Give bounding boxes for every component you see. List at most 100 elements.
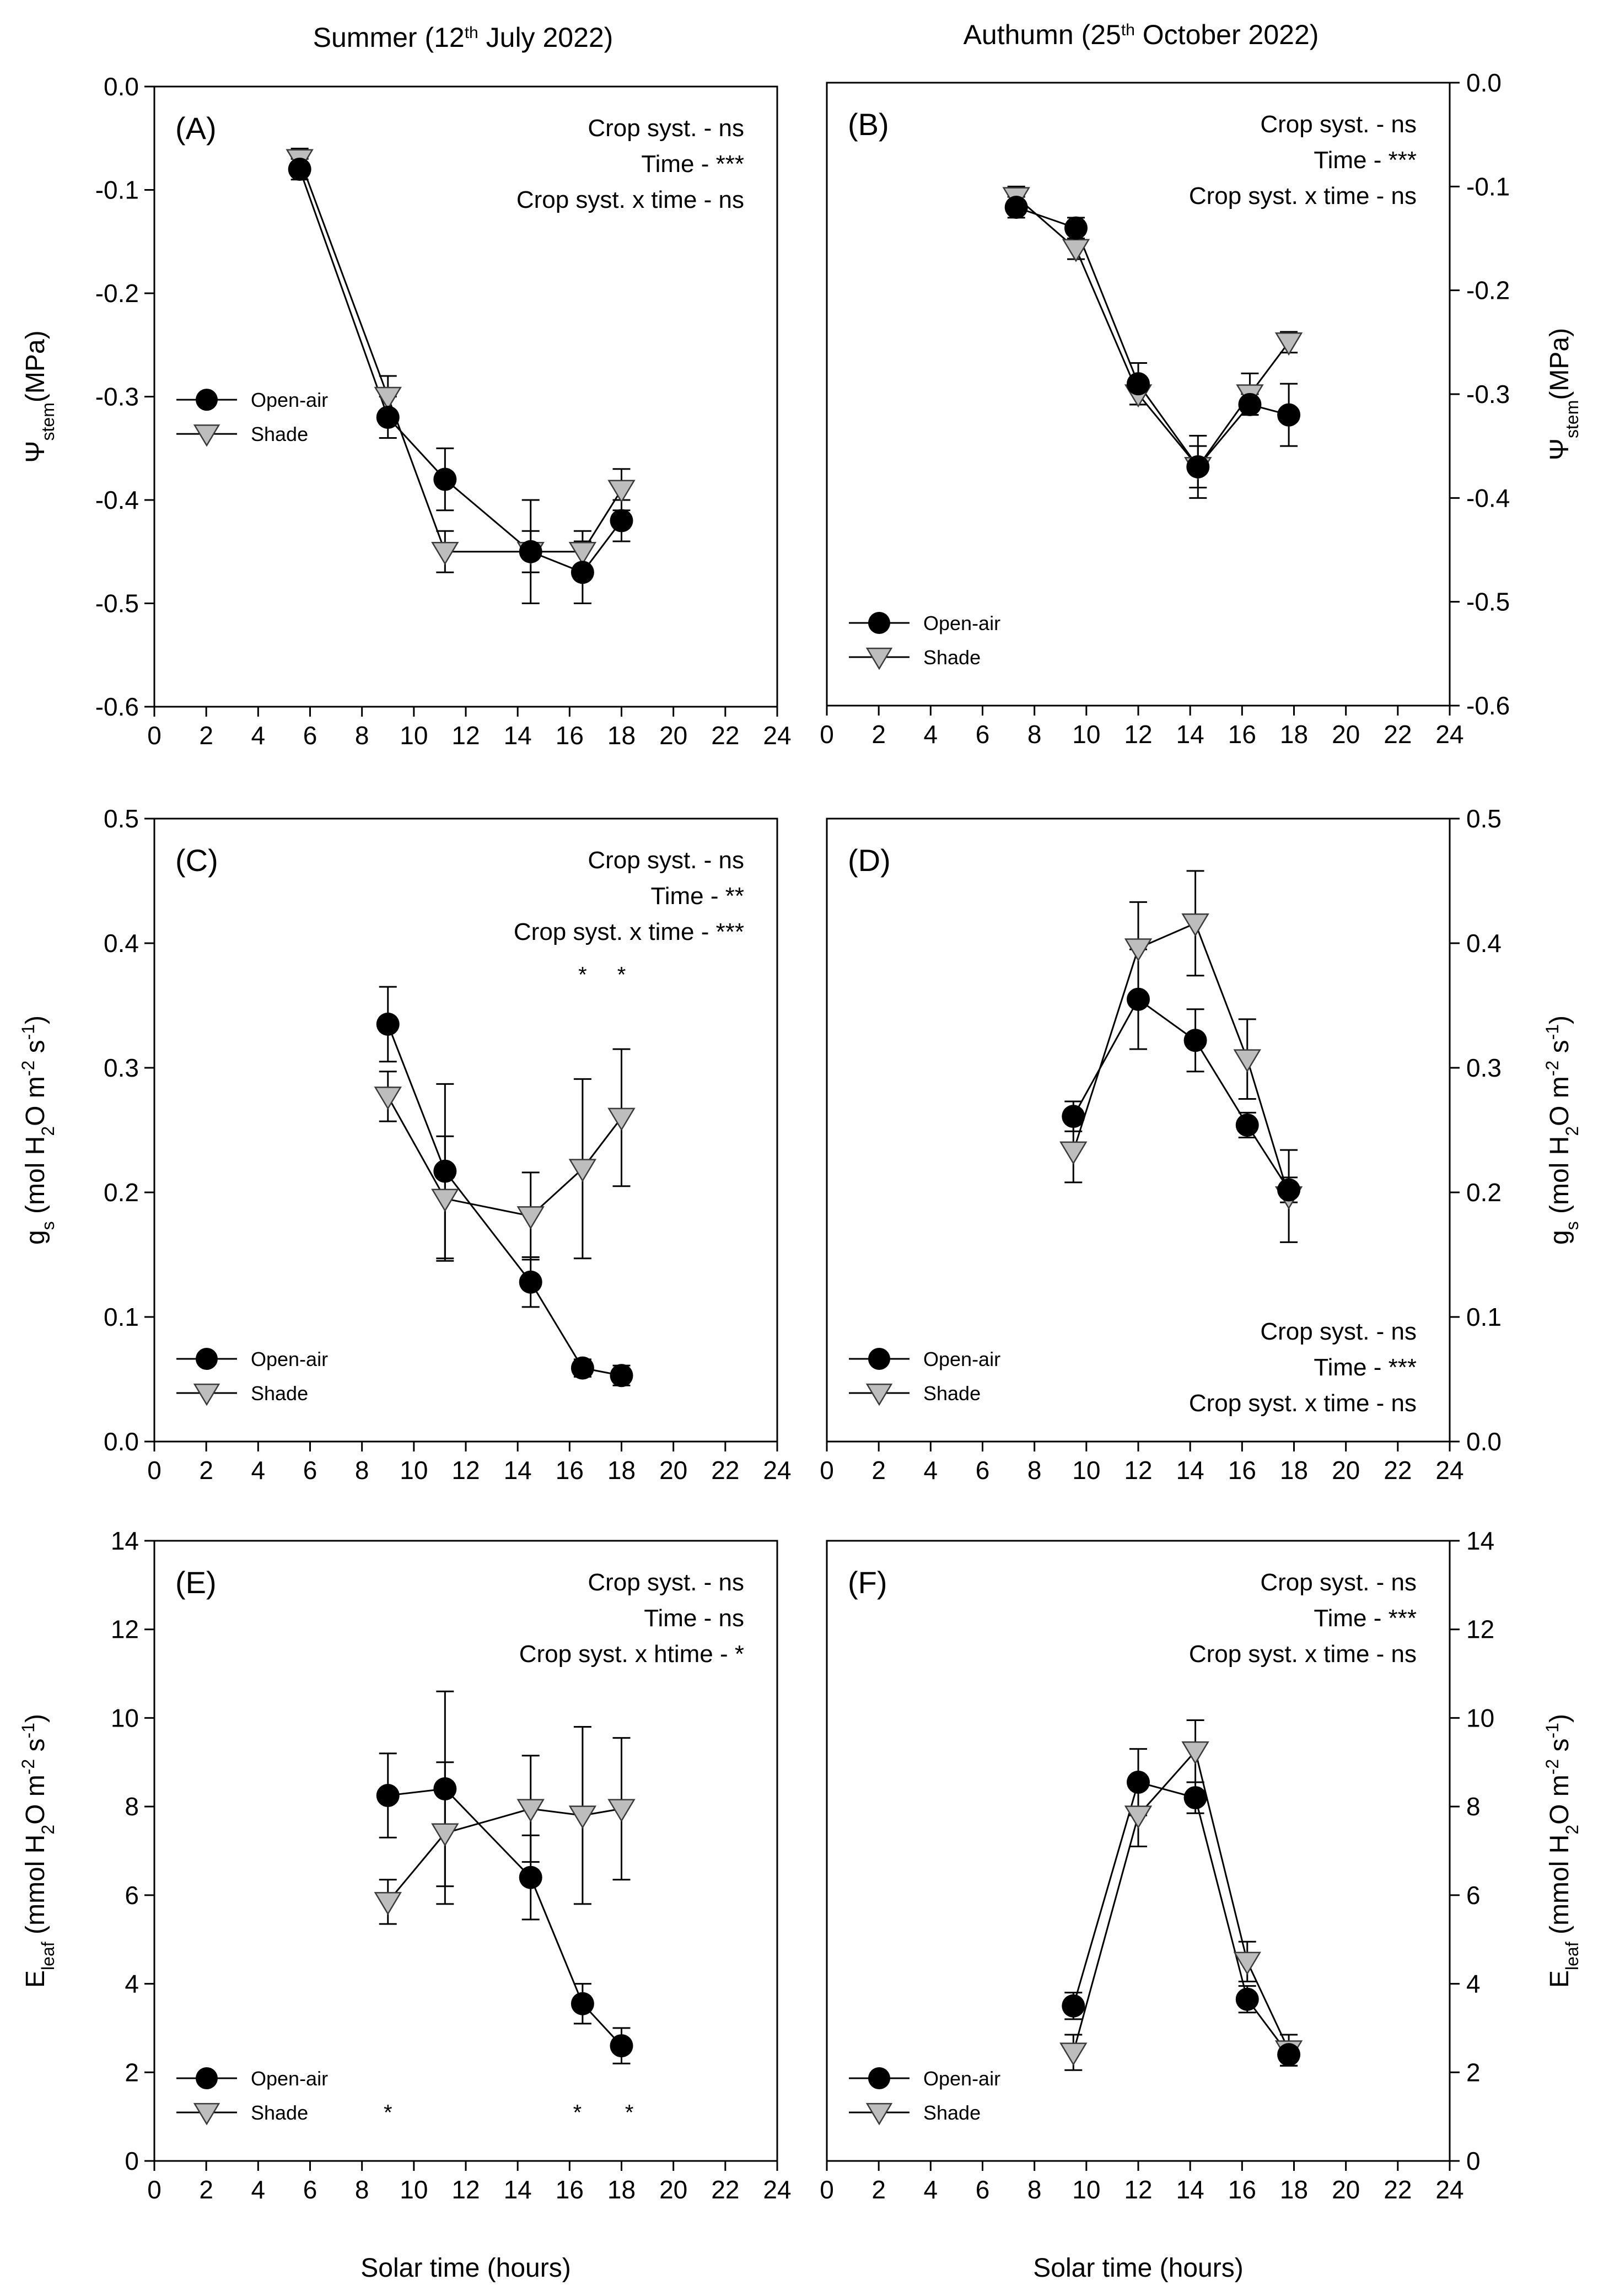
x-tick-label: 8 <box>355 2175 369 2204</box>
significance-star: * <box>617 963 626 987</box>
legend-label-open-air: Open-air <box>923 1348 1000 1370</box>
legend-marker-shade <box>193 2103 220 2126</box>
y-axis-label: Eleaf (mmol H2O m-2 s-1) <box>18 1714 58 1988</box>
y-tick-label: 2 <box>1466 2058 1481 2087</box>
x-tick-label: 4 <box>924 720 938 749</box>
data-point-shade <box>374 1892 402 1916</box>
y-tick-label: 12 <box>1466 1615 1494 1644</box>
panel-label: (D) <box>848 843 891 878</box>
legend-label-shade: Shade <box>251 1382 308 1405</box>
x-tick-label: 4 <box>251 2175 266 2204</box>
x-tick-label: 8 <box>1027 1456 1042 1485</box>
series-line-open-air <box>1072 1781 1290 2056</box>
stat-line: Crop syst. x time - ns <box>1189 182 1417 209</box>
x-tick-label: 24 <box>763 2175 791 2204</box>
legend-marker-shade <box>865 647 893 670</box>
x-tick-label: 22 <box>711 1456 739 1485</box>
panel-label: (F) <box>848 1565 887 1600</box>
data-point-shade <box>1233 1049 1261 1073</box>
legend-marker-open-air <box>868 2067 890 2089</box>
x-tick-label: 12 <box>451 1456 480 1485</box>
data-point-shade <box>1059 2042 1088 2066</box>
legend-label-shade: Shade <box>251 423 308 445</box>
x-tick-label: 22 <box>1384 2175 1412 2204</box>
x-tick-label: 18 <box>607 2175 636 2204</box>
legend-marker-shade <box>865 1383 893 1406</box>
data-point-shade <box>607 1107 636 1131</box>
stat-line: Time - *** <box>1314 1354 1417 1381</box>
x-tick-label: 16 <box>556 2175 584 2204</box>
y-tick-label: -0.5 <box>1466 588 1510 616</box>
data-point-shade <box>516 1799 545 1822</box>
y-tick-label: 0.0 <box>104 1427 139 1456</box>
x-tick-label: 12 <box>451 721 480 750</box>
data-point-shade <box>431 1189 459 1212</box>
panel-label: (B) <box>848 107 889 142</box>
x-tick-label: 18 <box>1280 720 1308 749</box>
x-tick-label: 16 <box>556 1456 584 1485</box>
x-tick-label: 24 <box>763 1456 791 1485</box>
data-point-shade <box>1124 1805 1153 1829</box>
y-tick-label: 0.0 <box>1466 68 1502 97</box>
panel-label: (E) <box>175 1565 217 1600</box>
y-tick-label: 12 <box>111 1615 139 1644</box>
data-point-open-air <box>571 561 594 584</box>
data-point-open-air <box>288 158 311 181</box>
y-tick-label: -0.2 <box>1466 276 1510 305</box>
stat-line: Crop syst. x htime - * <box>519 1641 744 1668</box>
legend-label-open-air: Open-air <box>251 2067 328 2090</box>
stat-line: Crop syst. x time - ns <box>1189 1641 1417 1668</box>
series-line-shade <box>299 158 622 553</box>
data-point-shade <box>607 1799 636 1822</box>
y-tick-label: 2 <box>125 2058 139 2087</box>
x-tick-label: 22 <box>711 721 739 750</box>
x-tick-label: 10 <box>1072 1456 1100 1485</box>
panels: 0 2 4 6 8 10 12 14 16 18 20 22 240.0-0.1-0.2-0.3-0.4… <box>18 68 1582 2204</box>
series-line-shade <box>1072 1749 1290 2053</box>
data-point-shade <box>1274 332 1303 356</box>
column-title-summer: Summer (12th July 2022) <box>313 22 614 53</box>
legend-marker-open-air <box>196 389 218 411</box>
y-axis-label: Ψstem(MPa) <box>21 330 58 463</box>
data-point-open-air <box>519 1865 542 1889</box>
x-tick-label: 14 <box>504 721 532 750</box>
y-tick-label: 0 <box>1466 2147 1481 2175</box>
legend-marker-open-air <box>196 1348 218 1370</box>
y-tick-label: 10 <box>1466 1703 1494 1732</box>
x-tick-label: 6 <box>303 721 318 750</box>
legend-marker-shade <box>193 1383 220 1406</box>
x-tick-label: 14 <box>1176 1456 1204 1485</box>
x-tick-label: 6 <box>303 1456 318 1485</box>
data-point-open-air <box>1186 455 1210 478</box>
x-tick-label: 4 <box>924 1456 938 1485</box>
data-point-shade <box>1062 239 1090 262</box>
series-line-open-air <box>299 169 622 574</box>
x-tick-label: 4 <box>924 2175 938 2204</box>
x-tick-label: 18 <box>1280 1456 1308 1485</box>
data-point-open-air <box>376 1012 400 1036</box>
x-tick-label: 0 <box>820 1456 834 1485</box>
stat-line: Crop syst. - ns <box>1260 1318 1417 1345</box>
significance-star: * <box>384 2101 392 2125</box>
series-line-open-air <box>1016 206 1289 469</box>
data-point-shade <box>374 1087 402 1110</box>
legend-label-shade: Shade <box>251 2101 308 2124</box>
y-axis-label: Eleaf (mmol H2O m-2 s-1) <box>1542 1714 1582 1988</box>
y-tick-label: 14 <box>111 1526 139 1555</box>
x-axis-label-left: Solar time (hours) <box>360 2254 571 2283</box>
legend-label-shade: Shade <box>923 2101 981 2124</box>
y-tick-label: -0.1 <box>1466 172 1510 201</box>
legend-marker-shade <box>193 424 220 447</box>
y-tick-label: 4 <box>125 1970 139 1998</box>
y-tick-label: 0.5 <box>1466 804 1502 833</box>
x-tick-label: 20 <box>659 2175 687 2204</box>
x-tick-label: 8 <box>355 1456 369 1485</box>
significance-star: * <box>625 2101 634 2125</box>
data-point-open-air <box>1183 1786 1207 1810</box>
x-tick-label: 6 <box>976 2175 990 2204</box>
data-point-shade <box>607 480 636 503</box>
x-tick-label: 10 <box>1072 720 1100 749</box>
x-tick-label: 24 <box>763 721 791 750</box>
legend-label-open-air: Open-air <box>923 2067 1000 2090</box>
